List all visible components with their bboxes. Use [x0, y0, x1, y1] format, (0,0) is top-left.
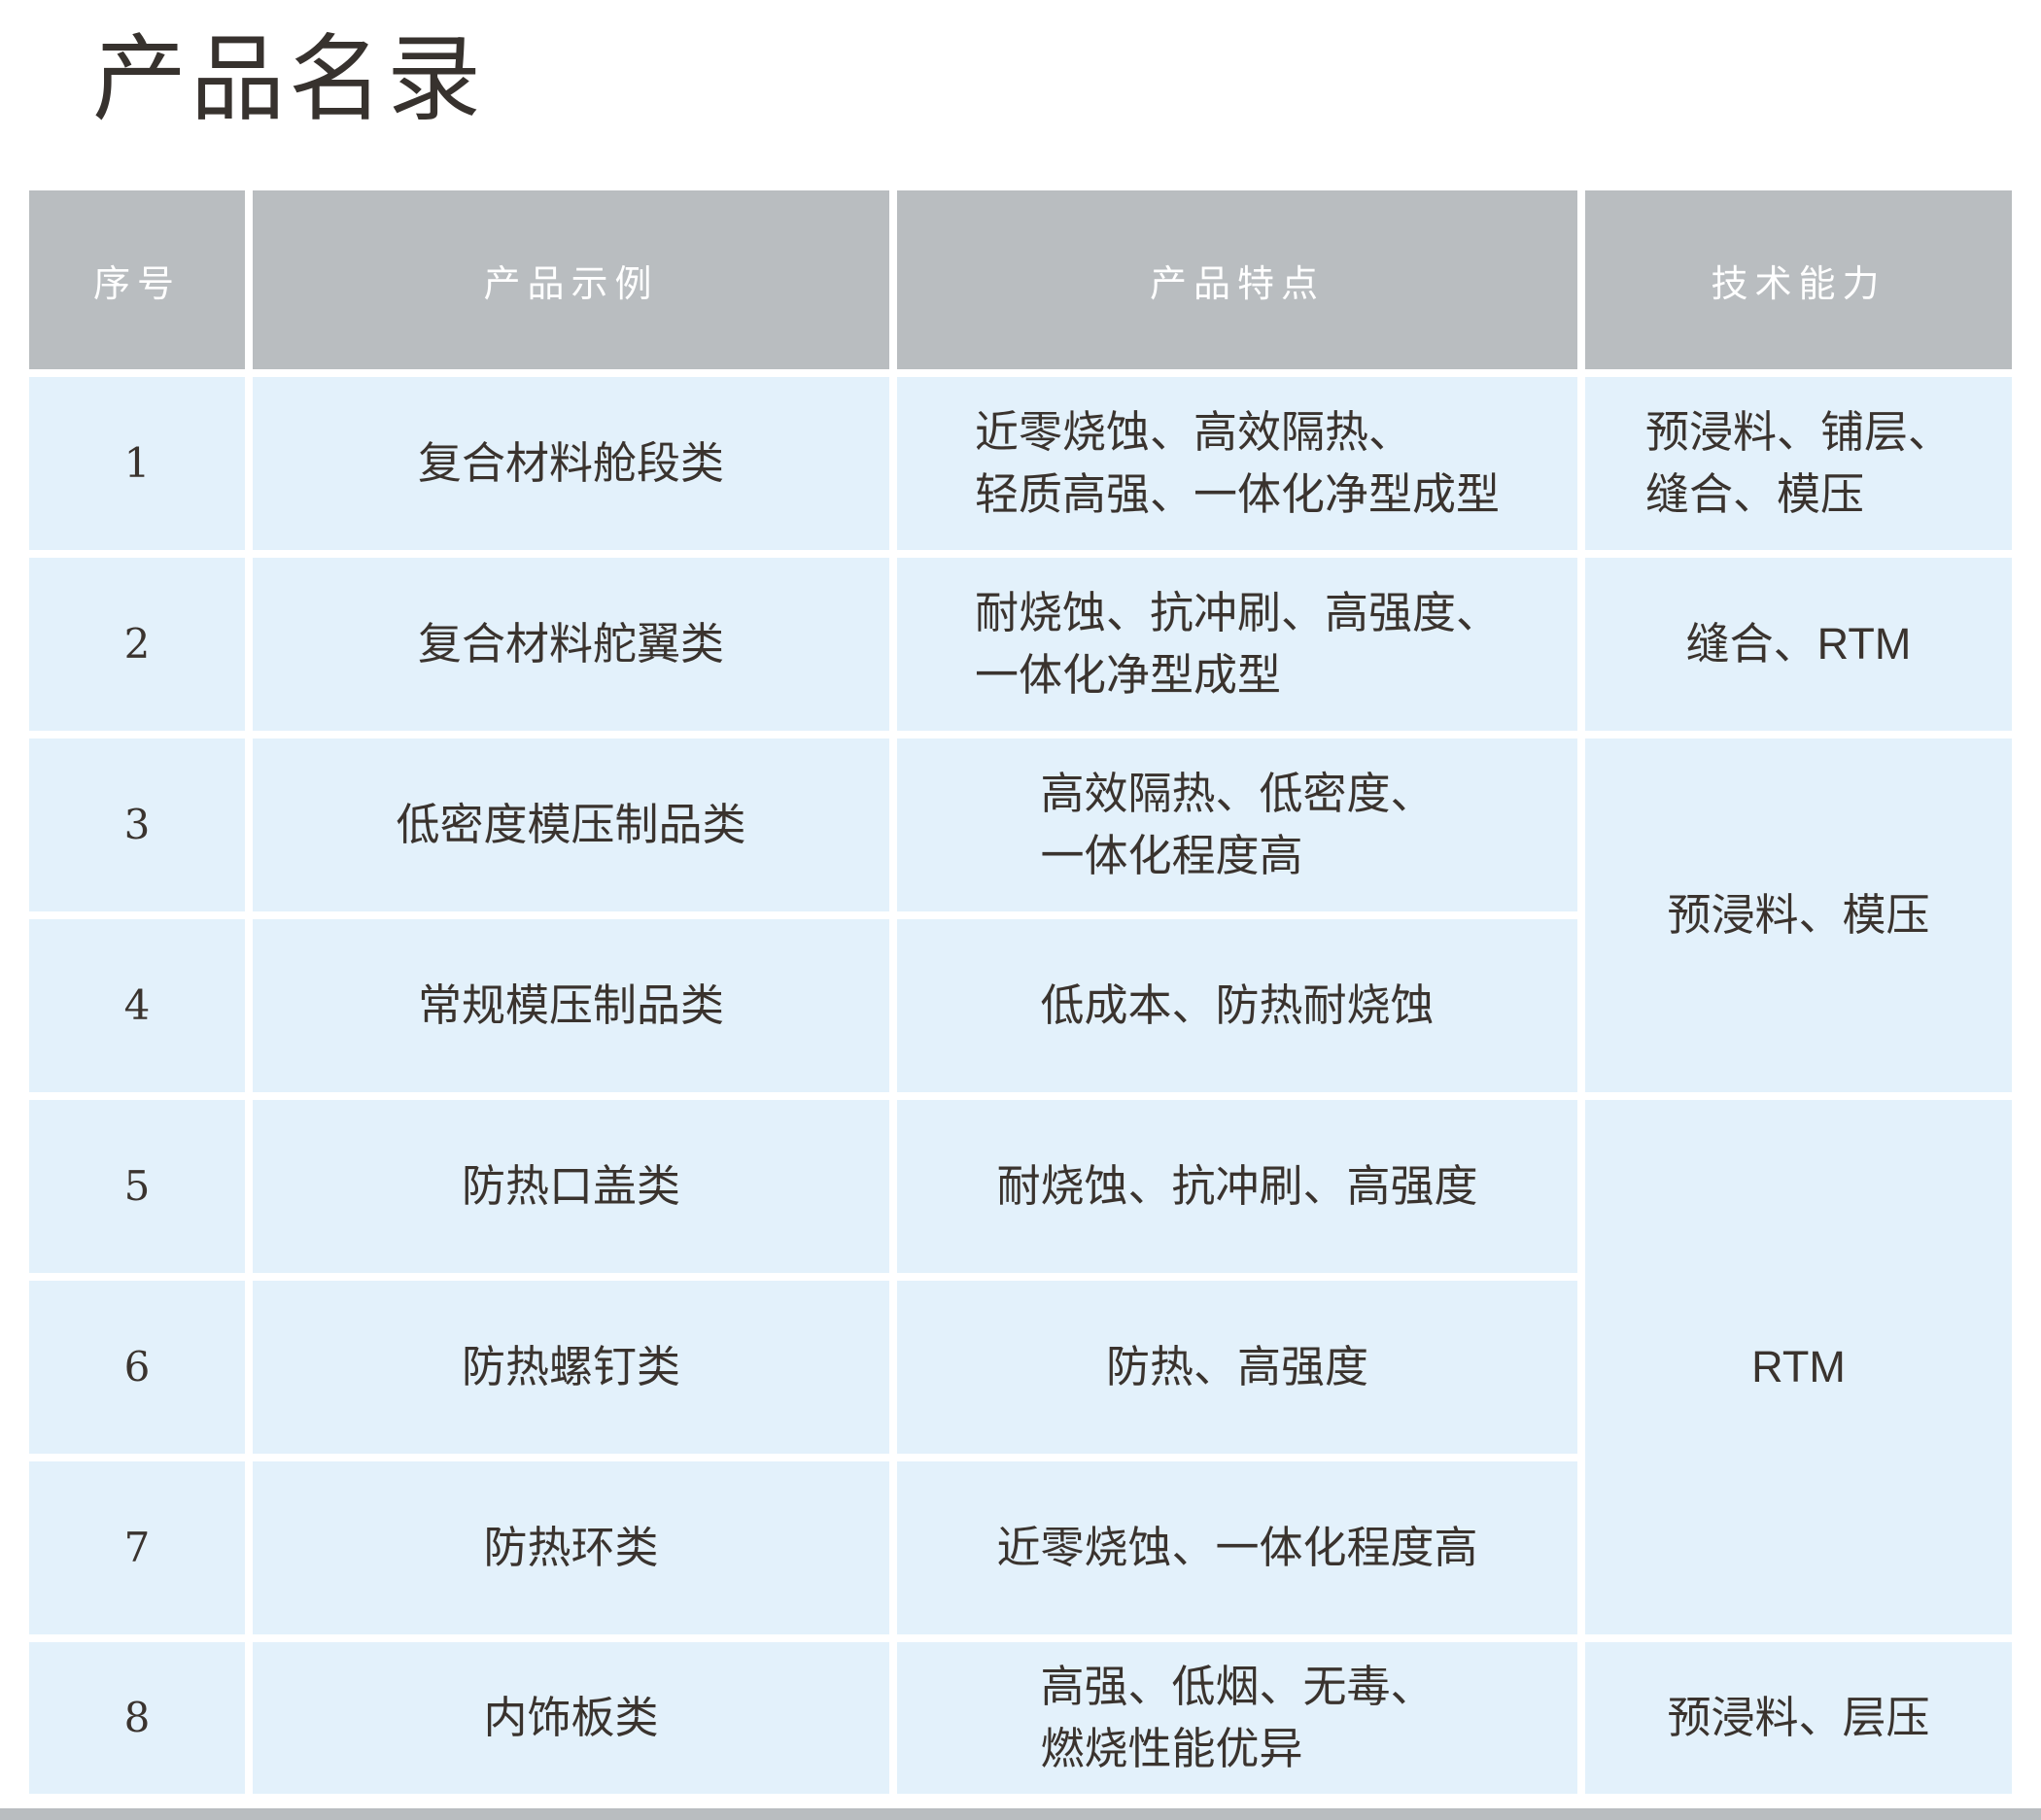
features-cell-text: 高强、低烟、无毒、 燃烧性能优异: [1040, 1662, 1435, 1773]
serial-cell: 7: [29, 1461, 245, 1634]
tech-cell-text: 预浸料、模压: [1667, 890, 1930, 941]
product-cell-text: 内饰板类: [483, 1693, 659, 1743]
product-cell-text: 低密度模压制品类: [396, 800, 746, 850]
tech-cell: 预浸料、铺层、 缝合、模压: [1585, 377, 2012, 550]
features-cell-text: 防热、高强度: [1105, 1342, 1368, 1392]
features-cell: 低成本、防热耐烧蚀: [897, 919, 1577, 1092]
tech-cell-text: 缝合、RTM: [1685, 619, 1912, 670]
features-cell-text: 低成本、防热耐烧蚀: [1040, 980, 1435, 1031]
product-cell-text: 防热口盖类: [461, 1161, 680, 1212]
features-cell-text: 高效隔热、低密度、 一体化程度高: [1040, 769, 1435, 880]
product-cell-text: 常规模压制品类: [417, 980, 724, 1031]
serial-cell: 1: [29, 377, 245, 550]
product-cell: 低密度模压制品类: [253, 738, 889, 911]
tech-cell-text: RTM: [1751, 1342, 1846, 1392]
product-cell: 防热环类: [253, 1461, 889, 1634]
serial-cell: 2: [29, 558, 245, 731]
features-cell: 防热、高强度: [897, 1281, 1577, 1454]
tech-cell-text: 预浸料、层压: [1667, 1693, 1930, 1743]
product-cell-text: 防热环类: [483, 1523, 659, 1573]
product-cell-text: 复合材料舵翼类: [417, 619, 724, 670]
features-cell-text: 耐烧蚀、抗冲刷、高强度、 一体化净型成型: [974, 588, 1500, 700]
serial-cell-text: 6: [123, 1343, 151, 1391]
features-cell: 耐烧蚀、抗冲刷、高强度、 一体化净型成型: [897, 558, 1577, 731]
features-cell-text: 近零烧蚀、高效隔热、 轻质高强、一体化净型成型: [974, 407, 1500, 519]
serial-cell-text: 1: [123, 439, 151, 488]
product-cell: 复合材料舵翼类: [253, 558, 889, 731]
serial-cell-text: 2: [123, 620, 151, 669]
product-cell-text: 复合材料舱段类: [417, 438, 724, 489]
serial-cell-text: 4: [123, 981, 151, 1030]
serial-cell-text: 3: [123, 801, 151, 849]
tech-cell: 缝合、RTM: [1585, 558, 2012, 731]
features-cell: 高强、低烟、无毒、 燃烧性能优异: [897, 1642, 1577, 1794]
product-table: 序号 产品示例 产品特点 技术能力 1 复合材料舱段类 近零烧蚀、高效隔热、 轻质高…: [29, 190, 2012, 1794]
header-serial: 序号: [29, 190, 245, 369]
serial-cell-text: 7: [123, 1524, 151, 1572]
product-cell: 防热口盖类: [253, 1100, 889, 1273]
serial-cell: 5: [29, 1100, 245, 1273]
features-cell: 近零烧蚀、一体化程度高: [897, 1461, 1577, 1634]
header-tech: 技术能力: [1585, 190, 2012, 369]
tech-cell: RTM: [1585, 1100, 2012, 1634]
serial-cell: 8: [29, 1642, 245, 1794]
page-title: 产品名录: [92, 26, 485, 132]
product-cell: 常规模压制品类: [253, 919, 889, 1092]
header-product: 产品示例: [253, 190, 889, 369]
features-cell: 耐烧蚀、抗冲刷、高强度: [897, 1100, 1577, 1273]
tech-cell: 预浸料、模压: [1585, 738, 2012, 1092]
serial-cell: 3: [29, 738, 245, 911]
bottom-bar: [0, 1808, 2041, 1820]
product-cell-text: 防热螺钉类: [461, 1342, 680, 1392]
header-features: 产品特点: [897, 190, 1577, 369]
product-cell: 内饰板类: [253, 1642, 889, 1794]
features-cell: 近零烧蚀、高效隔热、 轻质高强、一体化净型成型: [897, 377, 1577, 550]
serial-cell: 6: [29, 1281, 245, 1454]
features-cell-text: 耐烧蚀、抗冲刷、高强度: [996, 1161, 1478, 1212]
tech-cell: 预浸料、层压: [1585, 1642, 2012, 1794]
product-cell: 防热螺钉类: [253, 1281, 889, 1454]
features-cell: 高效隔热、低密度、 一体化程度高: [897, 738, 1577, 911]
serial-cell-text: 5: [123, 1162, 151, 1211]
tech-cell-text: 预浸料、铺层、 缝合、模压: [1644, 407, 1952, 519]
serial-cell-text: 8: [123, 1694, 151, 1742]
product-cell: 复合材料舱段类: [253, 377, 889, 550]
features-cell-text: 近零烧蚀、一体化程度高: [996, 1523, 1478, 1573]
serial-cell: 4: [29, 919, 245, 1092]
